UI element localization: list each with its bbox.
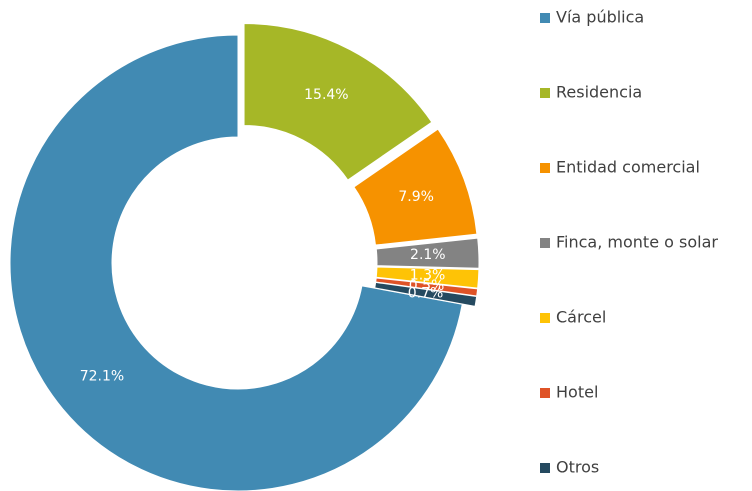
legend-text: Otros: [556, 458, 599, 477]
legend-swatch: [540, 238, 550, 248]
legend-swatch: [540, 88, 550, 98]
slice-label: 2.1%: [410, 247, 446, 263]
slice-label: 15.4%: [304, 87, 348, 103]
legend-swatch: [540, 313, 550, 323]
slice: [375, 266, 480, 289]
slice: [375, 237, 480, 269]
slice-label: 1.3%: [410, 268, 446, 284]
slice-label: 72.1%: [80, 368, 124, 384]
slice: [9, 34, 463, 491]
legend-text: Vía pública: [556, 8, 644, 27]
slice: [243, 22, 433, 181]
legend-text: Cárcel: [556, 308, 606, 327]
legend-swatch: [540, 463, 550, 473]
legend-text: Hotel: [556, 383, 598, 402]
slice-label: 7.9%: [398, 189, 434, 205]
legend-text: Residencia: [556, 83, 642, 102]
slice-label: 0.7%: [408, 285, 444, 301]
legend-text: Finca, monte o solar: [556, 233, 718, 252]
slice: [374, 281, 478, 307]
legend-swatch: [540, 388, 550, 398]
legend-swatch: [540, 13, 550, 23]
legend-text: Entidad comercial: [556, 158, 700, 177]
legend-swatch: [540, 163, 550, 173]
slice: [353, 128, 478, 246]
